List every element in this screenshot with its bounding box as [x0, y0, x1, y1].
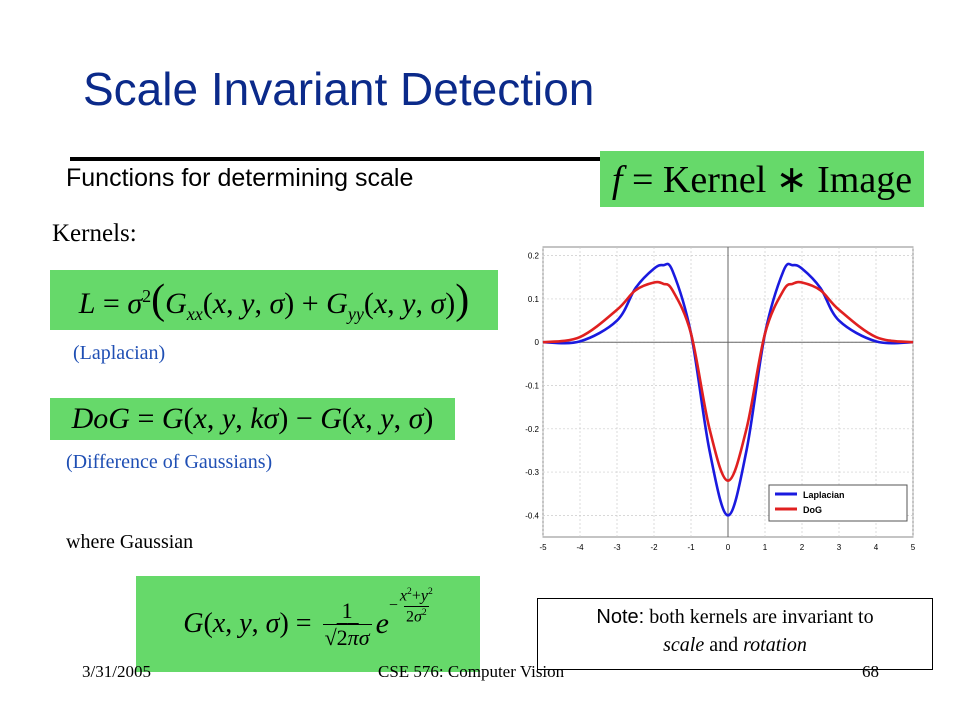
legend-label-dog: DoG: [803, 505, 822, 515]
series-line-dog: [542, 280, 914, 483]
where-gaussian-text: where Gaussian: [66, 531, 194, 553]
slide-title: Scale Invariant Detection: [83, 63, 595, 115]
legend-label-laplacian: Laplacian: [803, 490, 845, 500]
footer-date: 3/31/2005: [82, 662, 151, 681]
gaussian-equation: G(x, y, σ) = 1 √2πσ e − x2+y2 2σ2: [136, 576, 480, 672]
dog-equation-text: DoG = G(x, y, kσ) − G(x, y, σ): [71, 402, 434, 435]
x-tick-label: 4: [874, 543, 879, 552]
main-equation-text: f = Kernel ∗ Image: [611, 158, 913, 201]
note-rotation: rotation: [743, 634, 807, 656]
x-tick-label: -5: [539, 543, 547, 552]
note-line-1: Note: both kernels are invariant to: [538, 603, 932, 631]
y-tick-label: -0.4: [525, 511, 539, 520]
x-tick-label: -4: [576, 543, 584, 552]
note-box: Note: both kernels are invariant to scal…: [537, 598, 933, 670]
kernel-plot: -5 -4 -3 -2 -1 0 1 2 3 4 50.20.10-0.1-0.2-0.3-0.4 …: [525, 246, 916, 552]
y-tick-label: -0.2: [525, 425, 539, 434]
legend-box: [768, 484, 908, 522]
main-equation: f = Kernel ∗ Image: [600, 151, 924, 207]
x-tick-label: 3: [837, 543, 842, 552]
x-tick-label: -1: [687, 543, 695, 552]
note-label: Note:: [596, 606, 645, 628]
note-line-2: scale and rotation: [538, 631, 932, 659]
plot-axes: [543, 247, 913, 537]
plot-series: [542, 262, 914, 517]
laplacian-caption: (Laplacian): [73, 342, 166, 364]
y-tick-label: -0.1: [525, 382, 539, 391]
y-tick-label: 0.1: [528, 295, 540, 304]
plot-legend: Laplacian DoG: [768, 484, 908, 522]
plot-tick-labels: -5 -4 -3 -2 -1 0 1 2 3 4 5 0.2 0.1 0 -0.1 -0.2 -0.3 -0.4: [525, 252, 916, 552]
note-scale: scale: [663, 634, 705, 656]
x-tick-label: 0: [726, 543, 731, 552]
laplacian-equation: L = σ2(Gxx(x, y, σ) + Gyy(x, y, σ)): [50, 270, 498, 330]
title-underline: [70, 157, 610, 161]
y-tick-label: 0.2: [528, 252, 540, 261]
laplacian-equation-text: L = σ2(Gxx(x, y, σ) + Gyy(x, y, σ)): [78, 276, 470, 324]
kernels-label: Kernels:: [52, 220, 137, 247]
x-tick-label: 5: [911, 543, 916, 552]
footer-course: CSE 576: Computer Vision: [378, 662, 565, 681]
note-and: and: [709, 634, 739, 656]
footer-page: 68: [862, 662, 879, 681]
subtitle: Functions for determining scale: [66, 164, 414, 192]
x-tick-label: -3: [613, 543, 621, 552]
x-tick-label: 2: [800, 543, 805, 552]
x-tick-label: 1: [763, 543, 768, 552]
dog-caption: (Difference of Gaussians): [66, 451, 273, 473]
gaussian-equation-text: G(x, y, σ) = 1 √2πσ e − x2+y2 2σ2: [183, 586, 433, 650]
y-tick-label: -0.3: [525, 468, 539, 477]
note-text: both kernels are invariant to: [649, 606, 874, 628]
series-line-laplacian: [542, 262, 914, 517]
x-tick-label: -2: [650, 543, 658, 552]
y-tick-label: 0: [535, 338, 540, 347]
dog-equation: DoG = G(x, y, kσ) − G(x, y, σ): [50, 398, 455, 440]
